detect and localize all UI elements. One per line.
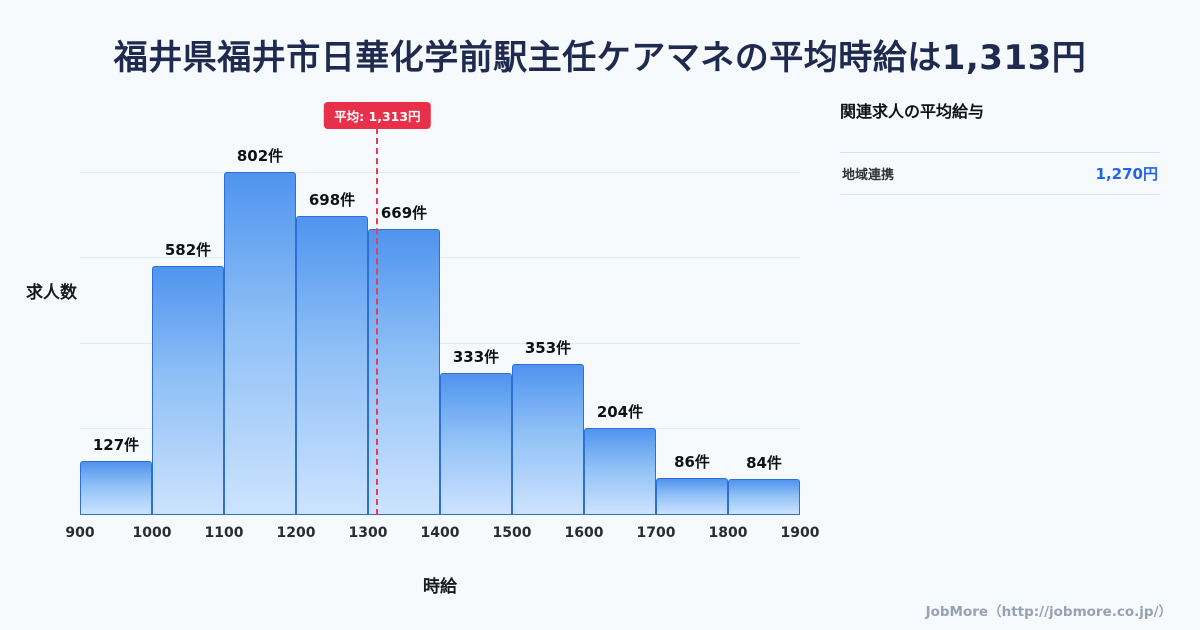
average-line	[376, 128, 379, 515]
x-tick-label: 900	[65, 525, 95, 541]
x-tick-label: 1000	[132, 525, 172, 541]
histogram-bar	[512, 363, 584, 515]
histogram-plot-area: 127件 582件 802件 698件 669件 333件 353件 204件 86件 84件 平均…	[80, 100, 800, 515]
histogram-bar	[440, 372, 512, 515]
gridline	[80, 257, 800, 259]
x-tick-label: 1200	[276, 525, 316, 541]
x-tick-label: 1500	[492, 525, 532, 541]
bar-value-label: 204件	[596, 402, 644, 421]
related-job-value: 1,270円	[1095, 165, 1158, 183]
x-axis-ticks: 900 1000 1100 1200 1300 1400 1500 1600 1700 1800 1…	[65, 525, 819, 545]
footer-credit: JobMore（http://jobmore.co.jp/）	[925, 604, 1172, 620]
related-jobs-panel: 関連求人の平均給与 地域連携 1,270円	[840, 98, 1160, 195]
x-tick-label: 1300	[348, 525, 388, 541]
average-badge: 平均: 1,313円	[324, 102, 431, 129]
x-tick-label: 1400	[420, 525, 460, 541]
histogram-bar	[728, 479, 800, 515]
gridline	[80, 171, 800, 173]
histogram-bar	[368, 228, 440, 515]
bar-value-label: 86件	[674, 453, 710, 472]
histogram-bar	[296, 216, 368, 515]
related-job-label: 地域連携	[842, 168, 895, 183]
histogram-bar	[80, 460, 152, 515]
related-job-row: 地域連携 1,270円	[840, 152, 1160, 195]
gridline	[80, 342, 800, 344]
related-jobs-heading: 関連求人の平均給与	[840, 102, 985, 121]
x-tick-label: 1600	[564, 525, 604, 541]
histogram-bar	[656, 478, 728, 515]
bar-value-label: 698件	[308, 191, 356, 210]
histogram-bar	[152, 266, 224, 515]
histogram-bar	[224, 171, 296, 515]
bar-value-label: 582件	[164, 241, 212, 259]
bar-value-label: 333件	[452, 347, 500, 366]
bar-value-label: 84件	[746, 454, 782, 473]
x-tick-label: 1900	[780, 525, 820, 541]
bar-value-label: 802件	[236, 146, 284, 165]
y-axis-label: 求人数	[26, 283, 77, 303]
histogram-bar	[584, 427, 656, 515]
x-axis-label: 時給	[423, 577, 457, 597]
bar-value-label: 353件	[524, 338, 572, 357]
x-tick-label: 1800	[708, 525, 748, 541]
bar-value-label: 669件	[380, 203, 428, 222]
page-title: 福井県福井市日華化学前駅主任ケアマネの平均時給は1,313円	[113, 38, 1087, 78]
bar-value-label: 127件	[92, 435, 140, 454]
x-tick-label: 1100	[204, 525, 244, 541]
x-tick-label: 1700	[636, 525, 676, 541]
